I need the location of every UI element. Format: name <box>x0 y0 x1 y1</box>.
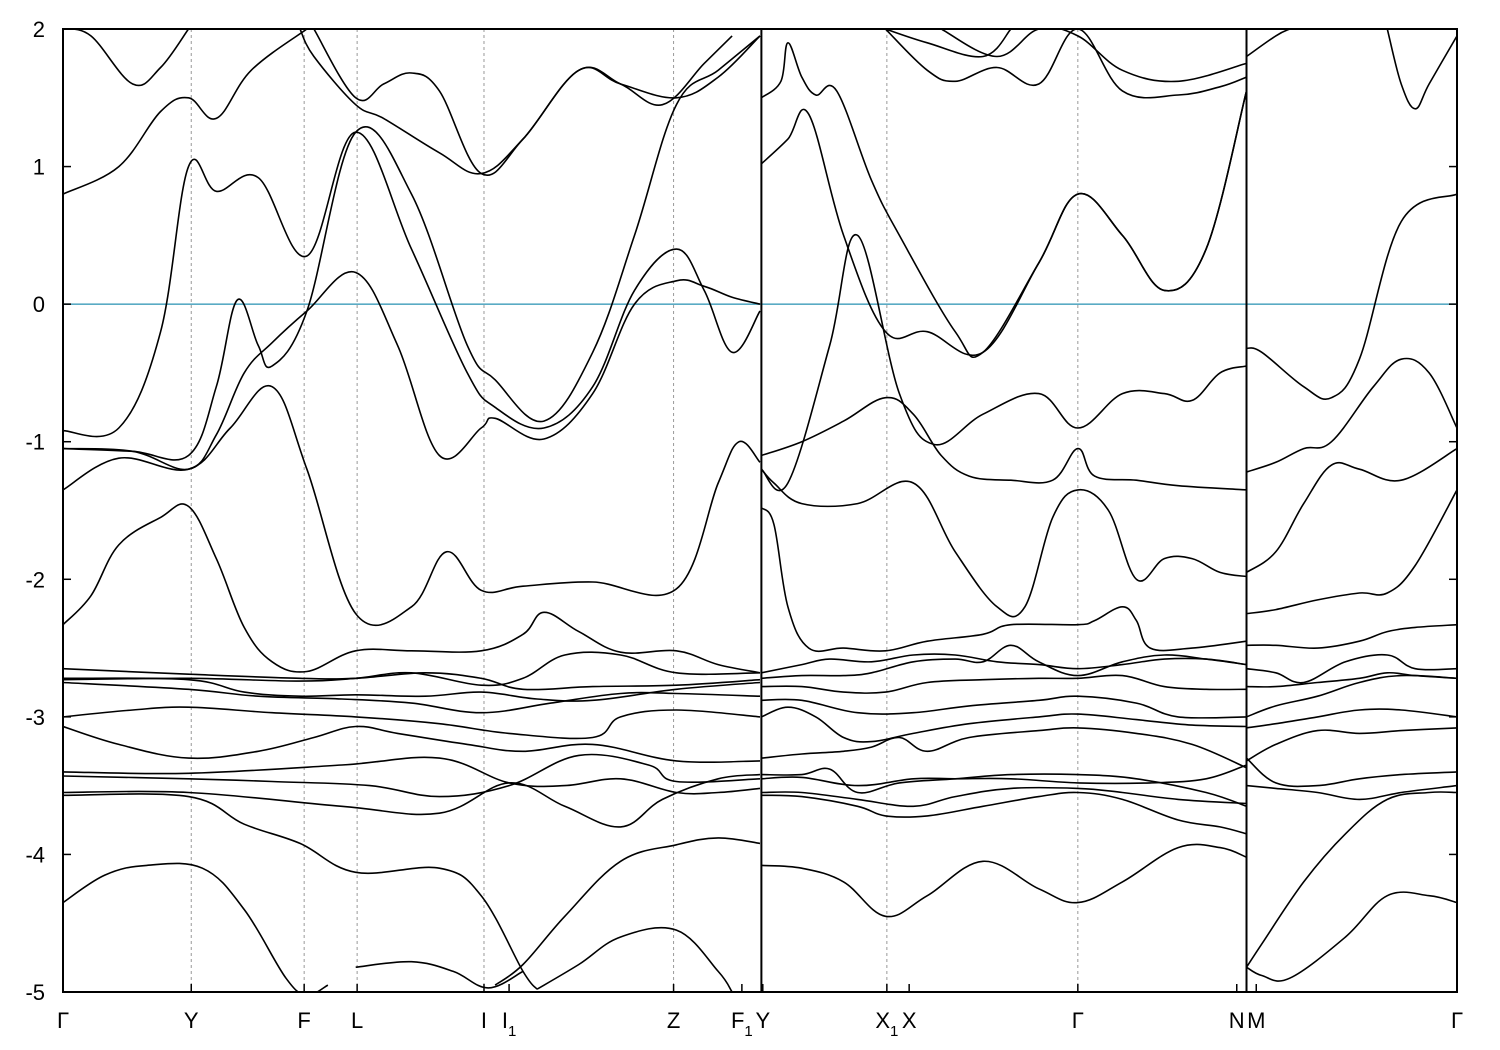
kpoint-label-3: L <box>351 1008 363 1033</box>
kpoint-label-10: X <box>902 1008 917 1033</box>
kpoint-label-6: Z <box>667 1008 680 1033</box>
kpoint-label-7: F1 <box>731 1008 753 1040</box>
band-1-0 <box>761 843 1247 918</box>
band-0-13 <box>63 651 761 687</box>
band-0-9 <box>63 706 761 740</box>
band-1-3 <box>761 767 1247 808</box>
y-axis-ticks: 2 1 0 -1 -2 -3 -4 -5 <box>25 17 1457 1005</box>
kpoint-label-14: Γ <box>1451 1008 1463 1033</box>
band-0-18 <box>63 35 761 461</box>
band-2-15 <box>1386 29 1457 110</box>
band-2-5 <box>1246 708 1457 729</box>
band-1-7 <box>761 695 1247 719</box>
band-1-4 <box>761 764 1247 787</box>
band-1-13 <box>761 396 1247 491</box>
y-tick-label-6: -4 <box>25 842 45 867</box>
band-0-2 <box>536 926 733 992</box>
y-tick-label-4: -2 <box>25 567 45 592</box>
band-1-10 <box>761 644 1247 680</box>
band-2-3 <box>1245 757 1457 788</box>
band-1-19 <box>940 29 1247 83</box>
band-2-11 <box>1246 447 1457 574</box>
band-0-6 <box>63 756 761 795</box>
band-0-0 <box>63 862 329 992</box>
band-2-6 <box>1246 674 1457 718</box>
kpoint-label-0: Γ <box>57 1008 69 1033</box>
band-0-21 <box>299 29 733 175</box>
band-0-17 <box>63 131 761 438</box>
band-1-1 <box>761 791 1247 835</box>
band-0-16 <box>63 270 761 471</box>
band-0-4 <box>63 793 538 990</box>
band-1-11 <box>760 507 1247 653</box>
y-tick-label-3: -1 <box>25 430 45 455</box>
band-2-10 <box>1246 489 1457 615</box>
band-2-2 <box>1246 784 1457 801</box>
kpoint-gridlines <box>190 29 1079 992</box>
band-2-7 <box>1246 671 1457 688</box>
kpoint-label-4: I <box>481 1008 487 1033</box>
band-0-1 <box>355 960 524 989</box>
y-tick-label-0: 2 <box>33 17 45 42</box>
band-2-4 <box>1246 727 1457 762</box>
y-tick-label-7: -5 <box>25 980 45 1005</box>
band-0-12 <box>63 667 761 691</box>
band-0-11 <box>63 677 761 702</box>
band-1-9 <box>761 653 1247 674</box>
band-1-15 <box>760 90 1248 356</box>
band-1-5 <box>761 727 1247 769</box>
band-1-12 <box>760 468 1247 618</box>
band-0-7 <box>63 753 761 798</box>
band-0-5 <box>63 773 761 828</box>
band-0-3 <box>494 837 761 986</box>
band-1-18 <box>885 29 1012 58</box>
band-0-15 <box>63 384 761 627</box>
kpoint-label-13: M <box>1247 1008 1265 1033</box>
kpoint-label-8: Y <box>755 1008 770 1033</box>
band-0-19 <box>63 29 308 195</box>
plot-frame <box>62 28 1458 993</box>
band-1-16 <box>760 41 1248 359</box>
kpoint-label-11: Γ <box>1072 1008 1084 1033</box>
band-2-1 <box>1245 791 1457 968</box>
kpoint-label-12: N <box>1229 1008 1245 1033</box>
band-0-8 <box>63 725 761 764</box>
band-2-13 <box>1246 193 1457 400</box>
y-tick-label-2: 0 <box>33 292 45 317</box>
band-2-9 <box>1246 623 1457 650</box>
kpoint-label-2: F <box>297 1008 310 1033</box>
band-1-14 <box>760 234 1247 492</box>
kpoint-label-9: X1 <box>875 1008 898 1040</box>
band-0-22 <box>313 29 761 176</box>
kpoint-label-1: Y <box>184 1008 199 1033</box>
x-axis-kpoint-labels: Γ Y F L I I1 Z F1 Y X1 X Γ N M Γ <box>57 984 1463 1040</box>
band-2-14 <box>1246 29 1291 58</box>
band-1-17 <box>884 29 1247 99</box>
y-tick-label-1: 1 <box>33 155 45 180</box>
band-0-14 <box>63 503 761 674</box>
band-2-8 <box>1246 653 1457 684</box>
kpoint-label-5: I1 <box>502 1008 516 1040</box>
band-0-20 <box>63 29 190 87</box>
band-1-2 <box>761 786 1247 808</box>
band-2-0 <box>1246 891 1457 982</box>
y-tick-label-5: -3 <box>25 705 45 730</box>
band-1-6 <box>761 706 1247 743</box>
path-break-lines <box>760 29 1248 992</box>
band-1-8 <box>761 674 1247 694</box>
band-2-12 <box>1246 357 1457 473</box>
band-curves <box>63 29 1457 992</box>
